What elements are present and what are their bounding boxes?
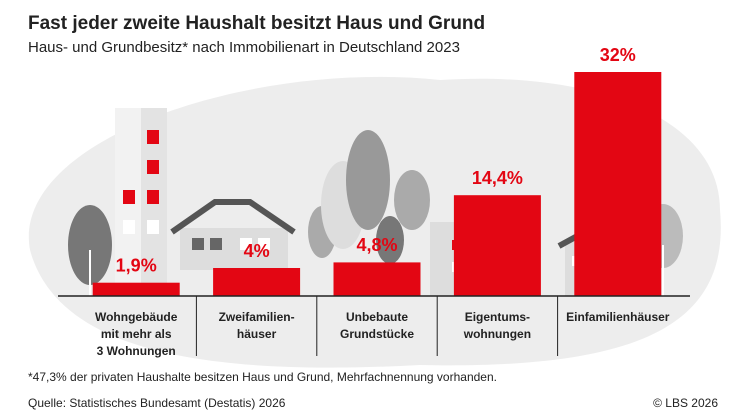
x-tick-label: Einfamilienhäuser: [566, 310, 670, 324]
source: Quelle: Statistisches Bundesamt (Destati…: [28, 396, 286, 410]
chart-title: Fast jeder zweite Haushalt besitzt Haus …: [28, 13, 485, 34]
x-tick-label: Zweifamilien-: [219, 310, 295, 324]
bar: [333, 262, 421, 296]
x-tick-label: Unbebaute: [346, 310, 408, 324]
x-tick-label: Grundstücke: [340, 327, 414, 341]
x-tick-label: 3 Wohnungen: [97, 344, 176, 358]
value-label: 4,8%: [356, 235, 397, 255]
value-label: 1,9%: [116, 255, 157, 275]
x-tick-label: Eigentums-: [465, 310, 530, 324]
copyright: © LBS 2026: [653, 396, 718, 410]
value-label: 4%: [244, 241, 270, 261]
x-tick-label: mit mehr als: [101, 327, 172, 341]
x-tick-label: häuser: [237, 327, 277, 341]
bar: [453, 195, 541, 296]
x-tick-label: wohnungen: [463, 327, 531, 341]
footnote: *47,3% der privaten Haushalte besitzen H…: [28, 370, 497, 384]
value-label: 14,4%: [472, 168, 523, 188]
x-tick-label: Wohngebäude: [95, 310, 178, 324]
bar: [92, 282, 180, 296]
chart-subtitle: Haus- und Grundbesitz* nach Immobilienar…: [28, 39, 460, 56]
value-label: 32%: [600, 45, 636, 65]
bar: [213, 268, 301, 296]
bar: [574, 72, 662, 296]
